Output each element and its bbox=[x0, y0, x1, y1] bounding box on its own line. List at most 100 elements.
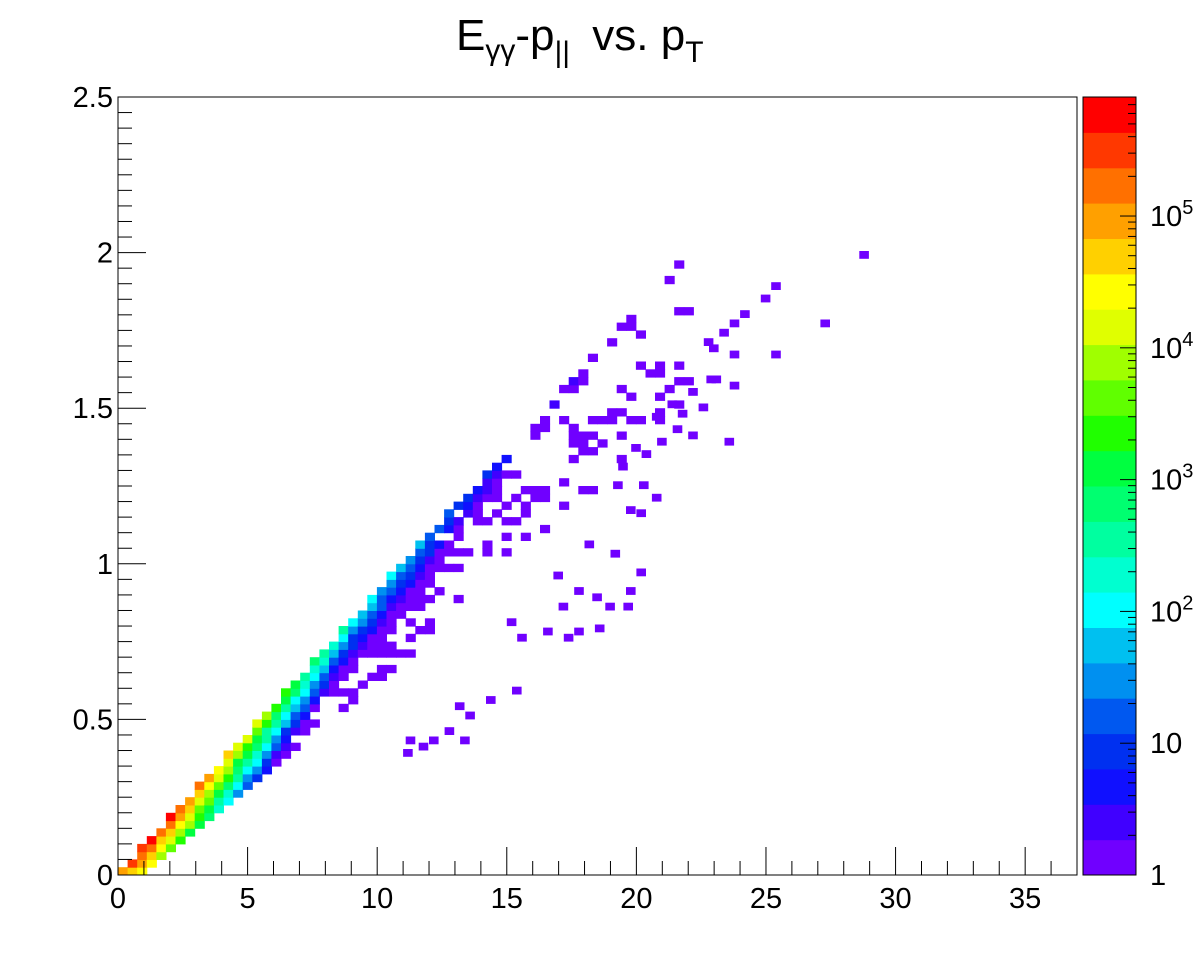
heatmap-bin bbox=[405, 649, 416, 658]
color-scale-segment bbox=[1083, 627, 1136, 664]
heatmap-bin bbox=[175, 820, 186, 829]
heatmap-bin bbox=[453, 524, 464, 534]
heatmap-bin bbox=[568, 384, 579, 394]
heatmap-bin bbox=[127, 867, 138, 876]
heatmap-bin bbox=[309, 664, 320, 674]
color-scale-segment bbox=[1083, 804, 1136, 841]
heatmap-bin bbox=[578, 439, 589, 448]
heatmap-bin bbox=[444, 548, 455, 557]
heatmap-bin bbox=[165, 828, 176, 837]
heatmap-bin bbox=[578, 486, 589, 495]
color-scale-segment bbox=[1083, 662, 1136, 699]
heatmap-bin bbox=[482, 478, 493, 487]
heatmap-bin bbox=[252, 735, 263, 744]
color-scale-bar bbox=[1082, 96, 1137, 876]
heatmap-bin bbox=[367, 633, 378, 643]
heatmap-bin bbox=[396, 594, 407, 604]
x-tick-label: 20 bbox=[620, 883, 652, 915]
heatmap-bin bbox=[568, 423, 579, 433]
heatmap-bin bbox=[329, 649, 340, 658]
heatmap-bin bbox=[396, 563, 407, 573]
heatmap-bin bbox=[415, 571, 426, 580]
heatmap-bin bbox=[242, 766, 253, 775]
heatmap-bin bbox=[213, 789, 224, 798]
heatmap-bin bbox=[281, 703, 292, 713]
heatmap-bin bbox=[156, 851, 167, 860]
heatmap-bin bbox=[703, 338, 714, 346]
heatmap-bin bbox=[309, 680, 320, 689]
title-e: E bbox=[456, 11, 485, 60]
heatmap-bin bbox=[444, 563, 455, 573]
color-scale-segment bbox=[1083, 309, 1136, 346]
heatmap-bin bbox=[185, 828, 196, 837]
heatmap-bin bbox=[610, 549, 621, 558]
heatmap-bin bbox=[706, 375, 716, 384]
heatmap-bin bbox=[367, 626, 378, 635]
z-tick-label: 102 bbox=[1150, 592, 1193, 628]
heatmap-bin bbox=[300, 688, 311, 697]
heatmap-bin bbox=[760, 294, 771, 303]
heatmap-bin bbox=[338, 626, 349, 635]
heatmap-bin bbox=[434, 524, 445, 534]
color-scale-segment bbox=[1083, 415, 1136, 452]
heatmap-bin bbox=[223, 758, 234, 767]
heatmap-bin bbox=[357, 610, 368, 619]
heatmap-bin bbox=[568, 454, 579, 464]
heatmap-bin bbox=[444, 517, 455, 526]
heatmap-bin bbox=[405, 571, 416, 580]
y-tick-label: 1.5 bbox=[73, 393, 113, 425]
heatmap-bin bbox=[568, 439, 579, 448]
heatmap-bin bbox=[338, 657, 349, 666]
heatmap-bin bbox=[271, 703, 282, 713]
heatmap-bin bbox=[300, 711, 311, 720]
heatmap-bin bbox=[405, 633, 416, 643]
heatmap-bin bbox=[530, 493, 541, 503]
heatmap-bin bbox=[482, 548, 493, 557]
heatmap-bin bbox=[472, 486, 483, 495]
heatmap-bin bbox=[300, 680, 311, 689]
heatmap-bin bbox=[492, 462, 503, 471]
heatmap-bin bbox=[271, 727, 282, 736]
heatmap-bin bbox=[501, 532, 512, 541]
heatmap-bin bbox=[553, 571, 563, 580]
heatmap-bin bbox=[639, 481, 649, 490]
heatmap-bin bbox=[405, 736, 416, 745]
heatmap-bin bbox=[403, 749, 413, 757]
heatmap-bin bbox=[271, 735, 282, 744]
heatmap-bin bbox=[482, 493, 493, 503]
heatmap-bin bbox=[386, 641, 397, 650]
heatmap-bin bbox=[204, 805, 215, 814]
heatmap-bin bbox=[348, 618, 359, 627]
heatmap-bin bbox=[405, 563, 416, 573]
heatmap-bin bbox=[165, 812, 176, 822]
heatmap-bin bbox=[223, 789, 234, 798]
heatmap-bin bbox=[501, 548, 512, 557]
heatmap-bin bbox=[626, 322, 637, 331]
heatmap-bin bbox=[651, 412, 662, 421]
heatmap-bin bbox=[607, 416, 618, 425]
heatmap-bin bbox=[348, 626, 359, 635]
heatmap-bin bbox=[252, 727, 263, 736]
y-tick-label: 0 bbox=[97, 860, 113, 892]
color-scale-segment bbox=[1083, 238, 1136, 275]
heatmap-bin bbox=[492, 509, 503, 518]
heatmap-bin bbox=[376, 587, 387, 596]
heatmap-bin bbox=[223, 781, 234, 790]
heatmap-bin bbox=[424, 540, 435, 549]
heatmap-bin bbox=[549, 400, 560, 409]
heatmap-bin bbox=[338, 688, 349, 697]
y-tick-label: 1 bbox=[97, 549, 113, 581]
color-scale-segment bbox=[1083, 97, 1136, 133]
heatmap-bin bbox=[405, 618, 416, 627]
heatmap-bin bbox=[213, 773, 224, 783]
heatmap-bin bbox=[820, 319, 830, 328]
heatmap-bin bbox=[281, 735, 292, 744]
color-scale-segment bbox=[1083, 768, 1136, 805]
heatmap-bin bbox=[453, 532, 464, 541]
heatmap-bin bbox=[655, 369, 666, 378]
heatmap-bin bbox=[338, 664, 349, 674]
heatmap-bin bbox=[319, 649, 330, 658]
heatmap-bin bbox=[165, 843, 176, 853]
heatmap-bin bbox=[290, 711, 301, 720]
heatmap-bin bbox=[568, 377, 579, 386]
